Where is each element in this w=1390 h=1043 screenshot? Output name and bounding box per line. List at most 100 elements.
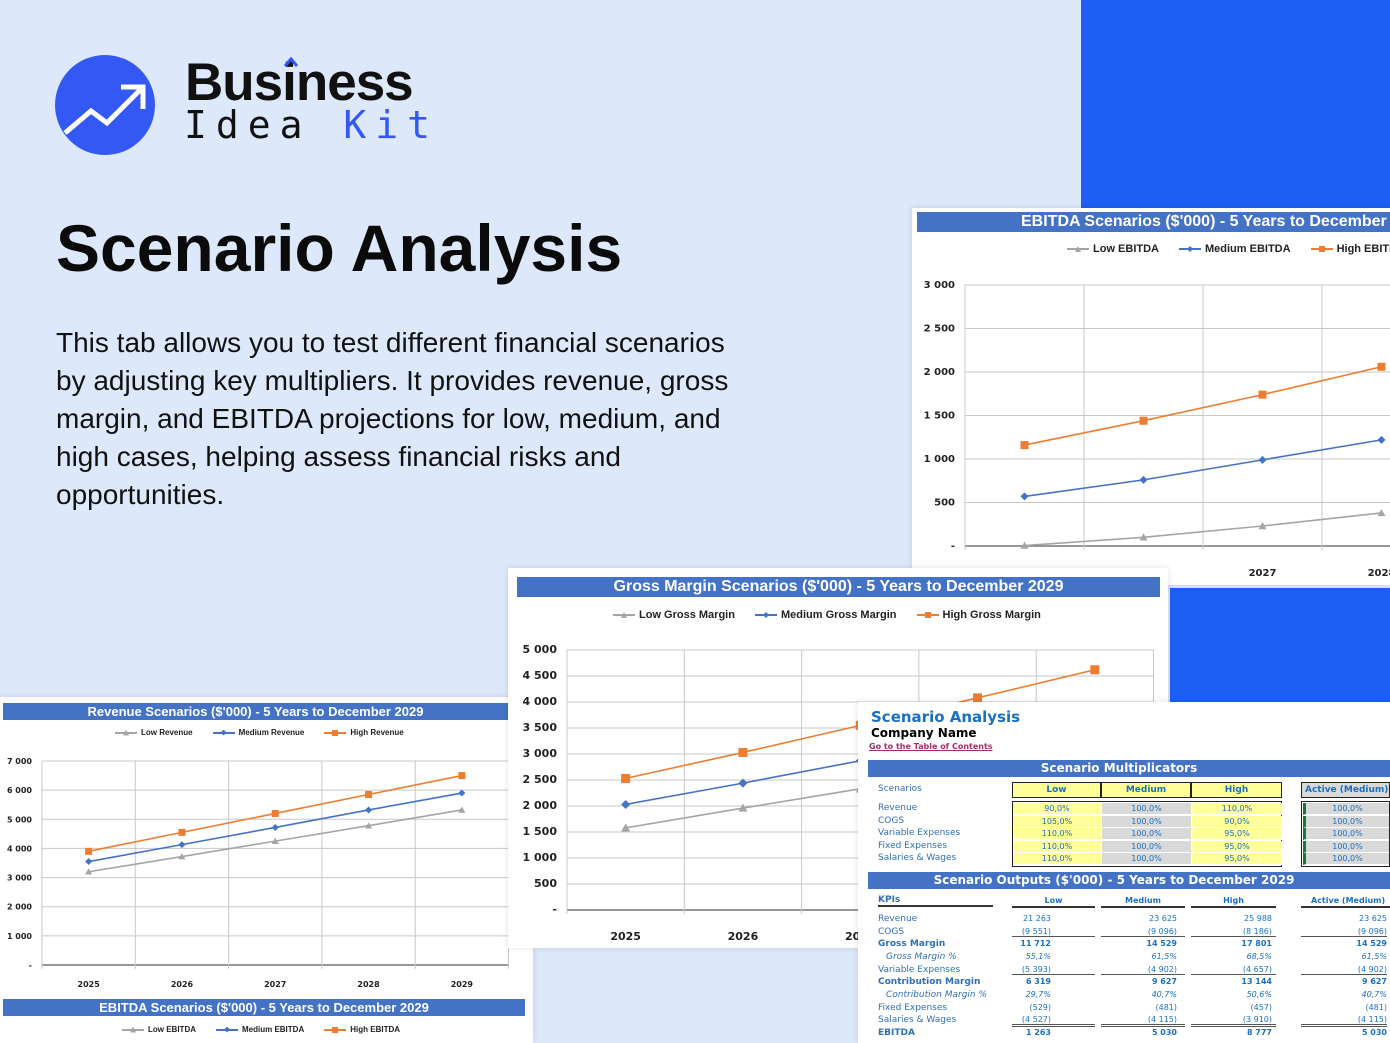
description-line: margin, and EBITDA projections for low, …: [56, 403, 721, 434]
y-tick-label: 1 000: [7, 932, 32, 941]
y-tick-label: 1 000: [924, 454, 955, 465]
logo-icon: [55, 55, 155, 155]
outputs-header: Scenario Outputs ($'000) - 5 Years to De…: [868, 872, 1390, 889]
sheet-title: Scenario Analysis: [871, 708, 1021, 726]
kpi-value: 25 988: [1244, 914, 1272, 923]
chart-plot: - 1 000 2 000 3 000 4 000 5 000 6 000 7 000 2025…: [7, 757, 509, 989]
kpi-value: (481): [1155, 1002, 1177, 1012]
y-tick-label: 3 000: [523, 747, 558, 760]
low-point-marker: [1377, 508, 1386, 517]
low-point-marker: [458, 806, 466, 813]
kpi-value: (9 096): [1101, 927, 1185, 937]
multiplier-input[interactable]: 110,0%: [1013, 853, 1101, 866]
low-point-marker: [85, 868, 93, 875]
kpi-value: 61,5%: [1151, 951, 1177, 961]
company-name: Company Name: [871, 726, 977, 740]
y-tick-label: 3 500: [523, 721, 558, 734]
scenario-col-medium: Medium: [1101, 782, 1191, 798]
chart-title: EBITDA Scenarios ($'000) - 5 Years to De…: [917, 212, 1390, 232]
medium-point-marker: [738, 778, 748, 788]
legend-item: Low Revenue: [115, 728, 193, 737]
y-tick-label: 4 500: [523, 669, 558, 682]
kpi-value: 14 529: [1146, 939, 1177, 949]
legend-label: High EBITDA: [350, 1025, 401, 1034]
kpi-active-value: 5 030: [1361, 1027, 1387, 1037]
legend-swatch: [1179, 246, 1201, 252]
kpi-value: (529): [1029, 1002, 1051, 1012]
kpi-active-value: (481): [1365, 1002, 1387, 1012]
medium-point-marker: [621, 799, 631, 809]
medium-point-marker: [271, 823, 279, 831]
high-point-marker: [738, 747, 748, 757]
multiplier-input[interactable]: 110,0%: [1013, 828, 1101, 841]
low-series-line: [1024, 512, 1382, 547]
kpi-value: 17 801: [1241, 939, 1272, 949]
multiplier-input[interactable]: 100,0%: [1102, 828, 1191, 841]
multiplier-label: Variable Expenses: [878, 828, 961, 839]
x-tick-label: 2025: [78, 980, 101, 989]
output-col-header: Medium: [1101, 896, 1185, 908]
description-line: This tab allows you to test different fi…: [56, 327, 725, 358]
multiplier-input[interactable]: 100,0%: [1102, 853, 1191, 866]
kpi-value: (4 657): [1191, 965, 1276, 975]
y-tick-label: 1 000: [523, 851, 558, 864]
multiplier-input[interactable]: 90,0%: [1013, 803, 1101, 815]
multiplier-input[interactable]: 110,0%: [1192, 803, 1282, 815]
legend-label: High Gross Margin: [942, 609, 1041, 621]
multiplier-input[interactable]: 100,0%: [1102, 803, 1191, 815]
multiplier-input[interactable]: 90,0%: [1192, 815, 1282, 828]
multiplier-input[interactable]: 95,0%: [1192, 840, 1282, 853]
kpi-value: (8 186): [1191, 927, 1276, 937]
y-tick-label: 3 000: [7, 874, 32, 883]
high-point-marker: [1139, 416, 1148, 425]
legend-swatch: [324, 1026, 347, 1033]
active-multiplier: 100,0%: [1303, 815, 1389, 828]
kpi-value: 68,5%: [1246, 951, 1272, 961]
kpi-label: COGS: [878, 926, 905, 937]
legend-label: Medium Revenue: [238, 728, 305, 737]
high-point-marker: [1377, 362, 1386, 371]
revenue-chart-panel: Revenue Scenarios ($'000) - 5 Years to D…: [0, 697, 533, 1043]
legend-swatch: [212, 729, 235, 736]
legend-item: Medium Gross Margin: [754, 609, 897, 621]
kpi-label: EBITDA: [878, 1027, 915, 1038]
low-point-marker: [178, 853, 186, 860]
multiplier-input[interactable]: 100,0%: [1102, 840, 1191, 853]
legend-swatch: [115, 729, 137, 736]
high-point-marker: [178, 828, 186, 836]
legend-swatch: [1310, 246, 1333, 252]
kpi-active-value: (4 902): [1301, 965, 1387, 975]
medium-point-marker: [1377, 435, 1386, 444]
brand-subtitle: Idea Kit: [184, 103, 439, 147]
kpi-value: 50,6%: [1246, 989, 1272, 999]
multiplier-input[interactable]: 95,0%: [1192, 828, 1282, 841]
multiplier-label: Salaries & Wages: [878, 853, 957, 864]
chart-legend: Low Gross Margin Medium Gross Margin High …: [613, 609, 1041, 621]
kpi-value: (4 115): [1101, 1015, 1185, 1028]
multiplier-input[interactable]: 100,0%: [1102, 815, 1191, 828]
brand-hat-icon: [283, 57, 299, 67]
kpi-value: 21 263: [1023, 914, 1051, 923]
table-of-contents-link[interactable]: Go to the Table of Contents: [869, 742, 993, 751]
medium-point-marker: [1139, 475, 1148, 484]
description-line: opportunities.: [56, 479, 225, 510]
legend-label: High EBITDA: [1336, 243, 1390, 255]
legend-label: Low Gross Margin: [639, 609, 735, 621]
x-tick-label: 2027: [1249, 568, 1277, 579]
y-tick-label: 500: [934, 498, 955, 509]
kpi-value: 11 712: [1020, 939, 1051, 949]
legend-item: Medium EBITDA: [1179, 243, 1291, 255]
high-point-marker: [1090, 665, 1100, 675]
chart-title: Gross Margin Scenarios ($'000) - 5 Years…: [517, 577, 1160, 597]
x-tick-label: 2028: [357, 980, 380, 989]
multiplier-input[interactable]: 105,0%: [1013, 815, 1101, 828]
x-tick-label: 2029: [451, 980, 474, 989]
medium-point-marker: [1258, 455, 1267, 464]
multiplier-input[interactable]: 95,0%: [1192, 853, 1282, 866]
description-line: high cases, helping assess financial ris…: [56, 441, 621, 472]
kpi-label: Variable Expenses: [878, 964, 961, 975]
kpi-label: Salaries & Wages: [878, 1015, 957, 1026]
y-tick-label: -: [29, 961, 32, 970]
multiplier-input[interactable]: 110,0%: [1013, 840, 1101, 853]
